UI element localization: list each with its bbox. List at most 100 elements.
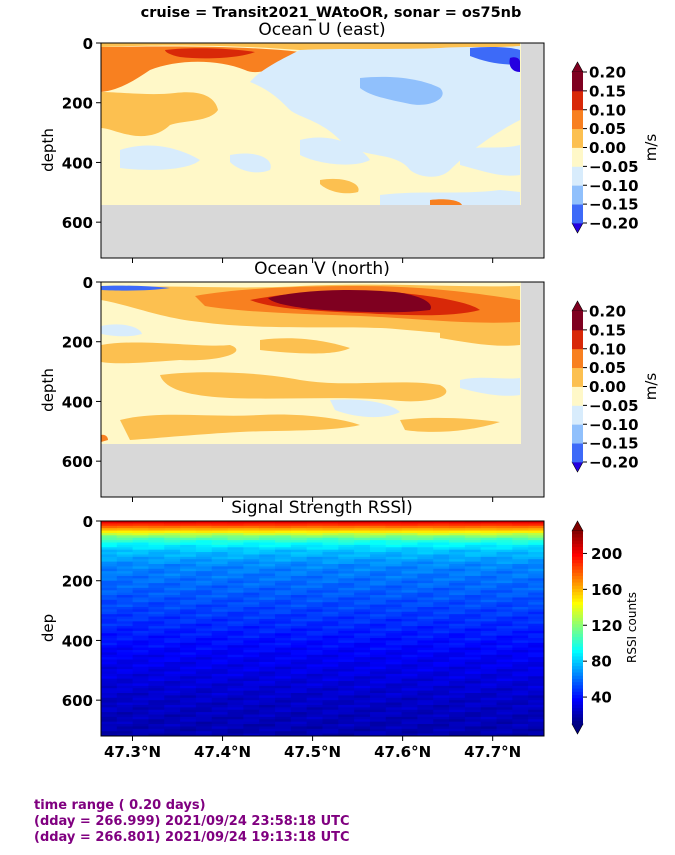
rssi-cell [116,532,134,536]
rssi-cell [354,602,371,606]
rssi-cell [195,642,213,646]
rssi-cell [180,616,197,620]
rssi-cell [227,726,244,730]
rssi-cell [306,523,324,527]
rssi-cell [464,654,482,658]
rssi-cell [528,635,544,639]
rssi-cell [290,614,308,618]
rssi-cell [259,592,276,596]
rssi-cell [480,685,498,689]
rssi-cell [480,532,498,536]
rssi-cell [385,592,403,596]
rssi-cell [148,719,165,723]
rssi-cell [180,695,197,699]
rssi-cell [180,535,197,539]
rssi-cell [259,585,276,589]
rssi-cell [132,716,150,720]
rssi-cell [275,537,292,541]
rssi-cell [195,566,213,570]
rssi-cell [275,650,292,653]
rssi-cell [354,614,371,618]
rssi-cell [195,616,213,620]
rssi-cell [180,728,197,732]
colorbar-band [572,147,583,167]
rssi-cell [243,583,260,587]
colorbar-band [572,621,583,625]
rssi-cell [259,731,276,735]
rssi-cell [464,571,482,575]
rssi-cell [275,592,292,596]
rssi-cell [369,607,387,610]
rssi-cell [306,654,324,658]
rssi-cell [417,714,434,718]
rssi-cell [148,642,165,646]
rssi-cell [369,566,387,570]
rssi-cell [401,628,419,632]
y-tick-label: 200 [62,95,93,113]
rssi-cell [211,630,229,634]
rssi-cell [243,693,260,696]
rssi-cell [480,683,498,687]
rssi-cell [180,559,197,563]
rssi-cell [259,561,276,565]
rssi-cell [290,628,308,632]
rssi-cell [512,537,529,541]
rssi-cell [449,633,466,637]
rssi-cell [306,554,324,558]
rssi-cell [148,707,165,711]
rssi-cell [322,535,339,539]
rssi-cell [369,528,387,532]
rssi-cell [211,697,229,701]
rssi-cell [164,673,181,677]
rssi-cell [211,664,229,668]
rssi-cell [496,571,513,575]
rssi-cell [354,542,371,546]
rssi-cell [449,580,466,584]
rssi-cell [369,537,387,541]
rssi-cell [385,664,403,668]
rssi-cell [211,678,229,682]
rssi-cell [275,564,292,567]
rssi-cell [433,523,450,527]
rssi-cell [132,542,150,546]
rssi-cell [116,614,134,618]
rssi-cell [259,650,276,653]
rssi-cell [512,554,529,558]
rssi-cell [433,564,450,567]
rssi-cell [528,626,544,630]
rssi-cell [101,664,118,668]
rssi-cell [401,602,419,606]
rssi-cell [512,635,529,639]
rssi-cell [211,564,229,567]
rssi-cell [243,604,260,608]
rssi-cell [243,669,260,673]
colorbar-tick-label: 0.00 [589,139,626,157]
rssi-cell [195,609,213,613]
rssi-cell [338,521,355,524]
rssi-cell [259,537,276,541]
rssi-cell [195,568,213,572]
colorbar-tick-label: 0.20 [589,64,626,82]
rssi-cell [322,693,339,696]
rssi-cell [322,564,339,567]
rssi-cell [290,611,308,615]
rssi-cell [496,630,513,634]
rssi-cell [148,556,165,560]
rssi-cell [433,709,450,713]
rssi-cell [227,681,244,685]
x-tick-label: 47.5°N [284,743,341,761]
rssi-cell [116,578,134,582]
rssi-cell [512,633,529,637]
rssi-cell [354,681,371,685]
rssi-cell [243,535,260,539]
rssi-cell [180,704,197,708]
rssi-cell [211,609,229,613]
rssi-cell [528,542,544,546]
rssi-cell [417,554,434,558]
rssi-cell [148,592,165,596]
y-tick-label: 0 [83,35,93,53]
rssi-cell [259,602,276,606]
rssi-cell [290,532,308,536]
rssi-cell [148,733,165,736]
rssi-cell [290,547,308,551]
